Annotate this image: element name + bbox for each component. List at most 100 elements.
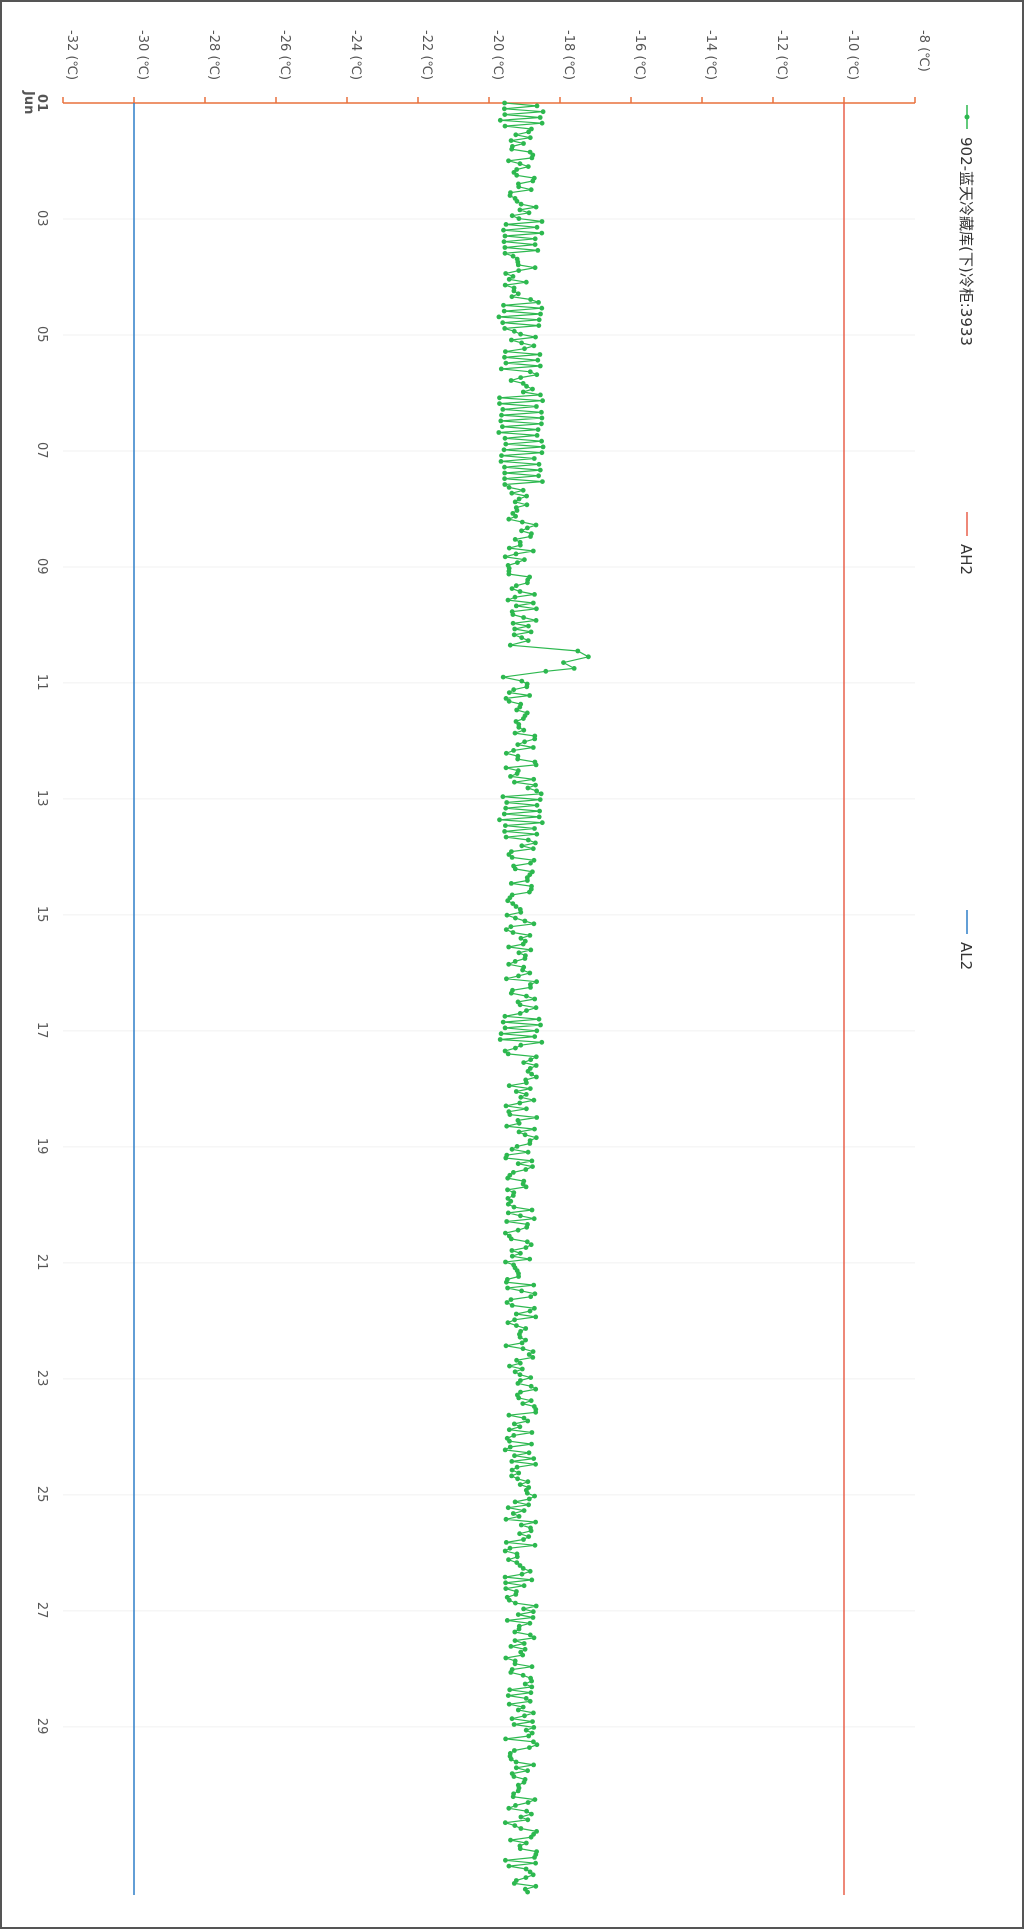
data-point bbox=[534, 103, 540, 109]
value-tick-label: -20 (℃) bbox=[490, 30, 505, 80]
data-point bbox=[534, 372, 540, 378]
data-point bbox=[507, 1112, 513, 1117]
data-point bbox=[532, 1797, 538, 1802]
data-point bbox=[522, 1681, 528, 1687]
data-point bbox=[533, 204, 539, 210]
data-point bbox=[522, 1132, 528, 1138]
data-point bbox=[514, 508, 520, 513]
data-point bbox=[499, 453, 504, 458]
data-point bbox=[513, 551, 519, 557]
data-point bbox=[516, 724, 522, 730]
data-point bbox=[511, 1170, 516, 1175]
data-point bbox=[502, 106, 507, 112]
data-point bbox=[506, 485, 512, 490]
date-month-label: Jun bbox=[21, 90, 36, 114]
data-point bbox=[539, 438, 544, 444]
data-point bbox=[504, 1279, 509, 1285]
data-point bbox=[505, 597, 511, 603]
date-tick-label: 25 bbox=[34, 1486, 49, 1503]
data-point bbox=[537, 808, 542, 814]
data-point bbox=[505, 1320, 511, 1326]
data-point bbox=[528, 1690, 534, 1696]
data-point bbox=[512, 1369, 518, 1375]
data-point bbox=[527, 369, 533, 375]
data-point bbox=[510, 901, 516, 906]
data-point bbox=[524, 1106, 529, 1112]
data-point bbox=[514, 1323, 519, 1328]
data-point bbox=[524, 383, 529, 389]
data-point bbox=[514, 1464, 520, 1470]
data-point bbox=[509, 337, 514, 343]
data-point bbox=[518, 1250, 523, 1256]
data-point bbox=[525, 525, 530, 531]
data-point bbox=[500, 424, 505, 430]
data-point bbox=[533, 1135, 539, 1141]
data-point bbox=[510, 1511, 516, 1516]
data-point bbox=[532, 1542, 538, 1548]
data-point bbox=[508, 1756, 514, 1762]
data-point bbox=[524, 993, 529, 999]
data-point bbox=[517, 1846, 523, 1852]
data-point bbox=[539, 450, 545, 456]
data-point bbox=[502, 829, 507, 834]
data-point bbox=[518, 1042, 524, 1048]
data-point bbox=[525, 580, 530, 586]
data-point bbox=[511, 1774, 517, 1779]
data-point bbox=[503, 823, 508, 828]
data-point bbox=[506, 276, 512, 282]
data-point bbox=[521, 1583, 527, 1589]
data-point bbox=[516, 1470, 522, 1476]
data-point bbox=[524, 1808, 529, 1814]
data-point bbox=[533, 1063, 539, 1068]
data-point bbox=[523, 1245, 529, 1250]
data-point bbox=[512, 1453, 517, 1459]
data-point bbox=[506, 571, 512, 577]
data-point bbox=[517, 1531, 522, 1537]
data-point bbox=[525, 1068, 531, 1074]
data-point bbox=[530, 1355, 536, 1360]
data-point bbox=[505, 1505, 511, 1511]
data-point bbox=[534, 788, 539, 794]
data-point bbox=[524, 1224, 530, 1230]
data-point bbox=[523, 279, 529, 285]
data-point bbox=[506, 852, 512, 857]
data-point bbox=[507, 1545, 513, 1551]
data-point bbox=[506, 1412, 512, 1418]
data-point bbox=[503, 765, 509, 771]
data-point bbox=[530, 1872, 536, 1878]
data-point bbox=[506, 1701, 512, 1707]
data-point bbox=[528, 534, 533, 539]
data-point bbox=[515, 1788, 521, 1794]
data-point bbox=[510, 620, 516, 626]
grid bbox=[63, 102, 915, 1728]
data-point bbox=[536, 1016, 542, 1022]
data-point bbox=[529, 1158, 535, 1164]
data-point bbox=[509, 490, 515, 496]
data-point bbox=[504, 1618, 510, 1623]
data-point bbox=[504, 1219, 510, 1224]
data-point bbox=[502, 1548, 508, 1554]
data-point bbox=[520, 941, 526, 947]
data-point bbox=[525, 1418, 531, 1424]
data-point bbox=[521, 1060, 527, 1065]
data-point bbox=[529, 1071, 534, 1077]
data-point bbox=[523, 1840, 529, 1846]
data-point bbox=[503, 271, 509, 276]
data-point bbox=[532, 1291, 538, 1297]
data-point bbox=[501, 811, 507, 817]
data-point bbox=[527, 1698, 533, 1704]
data-point bbox=[503, 1343, 509, 1349]
data-point bbox=[505, 1693, 511, 1698]
data-point bbox=[505, 1175, 511, 1181]
data-point bbox=[523, 1337, 528, 1343]
data-point bbox=[527, 1256, 533, 1262]
data-point bbox=[500, 407, 506, 412]
data-point bbox=[536, 323, 542, 328]
data-point bbox=[516, 1274, 521, 1279]
data-point bbox=[511, 748, 516, 753]
data-point bbox=[520, 1346, 526, 1352]
data-point bbox=[522, 1713, 527, 1719]
legend-label: AH2 bbox=[957, 544, 975, 575]
data-point bbox=[506, 944, 512, 950]
data-point bbox=[518, 1213, 523, 1219]
